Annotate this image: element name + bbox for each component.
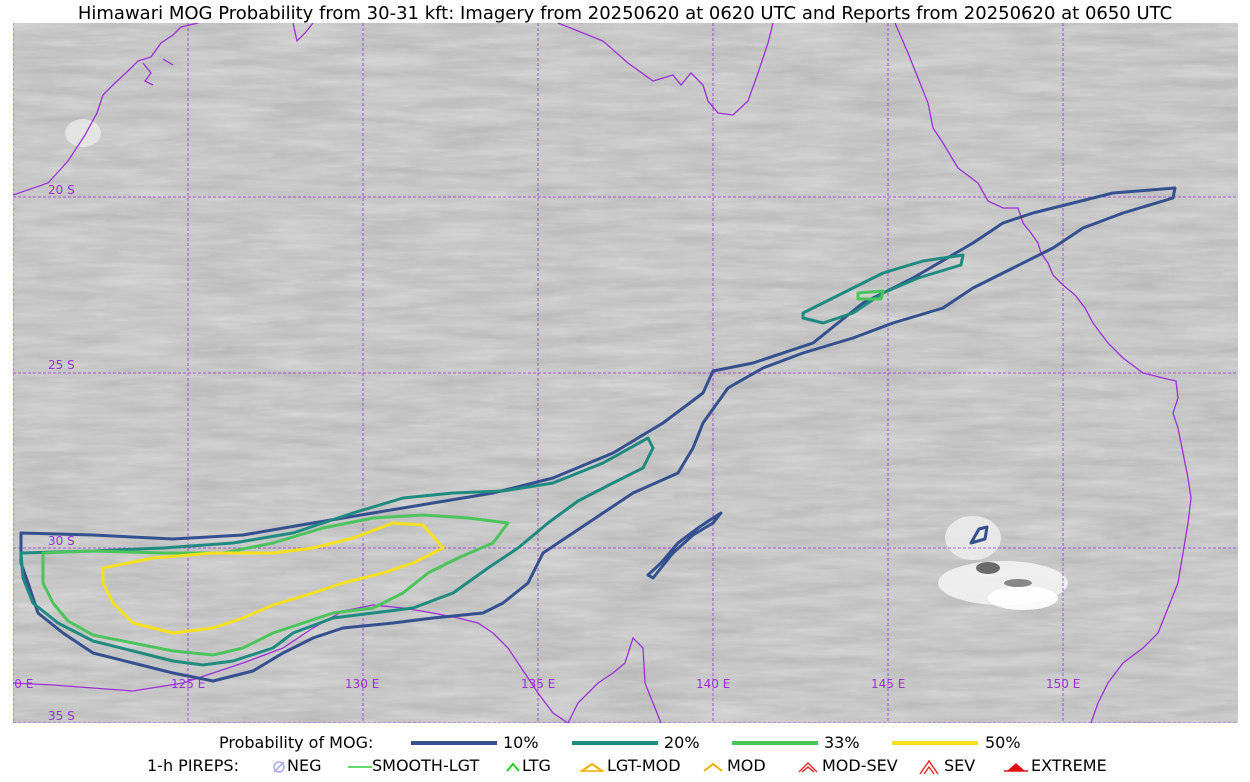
- coastline-kimberley-islands: [142, 58, 174, 86]
- pirep-label-extreme: EXTREME: [1031, 756, 1107, 775]
- probability-legend: Probability of MOG: 10% 20% 33% 50%: [0, 733, 1250, 755]
- swatch-20: [572, 741, 658, 745]
- pirep-label-sev: SEV: [944, 756, 976, 775]
- pirep-legend: 1-h PIREPS: NEG SMOOTH-LGT LTG LGT-MOD M…: [0, 756, 1250, 778]
- swatch-50: [892, 741, 978, 745]
- contour-33: [41, 513, 510, 657]
- coastline-top-end: [292, 23, 314, 43]
- lon-label-150e: 150 E: [1046, 677, 1080, 691]
- ltg-icon: [506, 762, 520, 772]
- coastline-south: [13, 604, 569, 723]
- contour-20: [19, 436, 655, 667]
- lon-label-140e: 140 E: [696, 677, 730, 691]
- pirep-legend-heading: 1-h PIREPS:: [147, 756, 239, 775]
- legend-level-50: 50%: [985, 733, 1021, 752]
- extreme-icon: [1004, 763, 1028, 772]
- pirep-label-lgt-mod: LGT-MOD: [607, 756, 681, 775]
- probability-legend-heading: Probability of MOG:: [219, 733, 374, 752]
- lon-label-125e: 125 E: [171, 677, 205, 691]
- coastlines: [13, 23, 1192, 723]
- contour-10-island: [969, 525, 989, 545]
- bright-cloud-cluster: [65, 119, 1068, 610]
- mod-sev-icon: [798, 761, 818, 773]
- lon-label-135e: 135 E: [521, 677, 555, 691]
- coastline-northwest: [13, 23, 199, 196]
- contour-10-main: [19, 186, 1177, 683]
- contour-10-fragment: [646, 511, 723, 580]
- lat-label-25s: 25 S: [48, 358, 75, 372]
- graticule-labels: 20 S 25 S 30 S 35 S 120 E 125 E 130 E 13…: [13, 183, 1080, 723]
- mod-icon: [703, 762, 723, 772]
- pirep-label-mod: MOD: [727, 756, 766, 775]
- pirep-label-smooth-lgt: SMOOTH-LGT: [372, 756, 480, 775]
- coastline-spencer-gulf: [567, 636, 662, 723]
- neg-icon: [273, 761, 285, 773]
- swatch-33: [732, 741, 818, 745]
- pirep-label-ltg: LTG: [522, 756, 551, 775]
- contour-33-east: [856, 289, 885, 301]
- lat-label-35s: 35 S: [48, 709, 75, 723]
- mog-contours: [19, 186, 1177, 683]
- lon-label-145e: 145 E: [871, 677, 905, 691]
- map-canvas: 20 S 25 S 30 S 35 S 120 E 125 E 130 E 13…: [13, 23, 1238, 723]
- page-title: Himawari MOG Probability from 30-31 kft:…: [77, 3, 1173, 24]
- legend-level-33: 33%: [824, 733, 860, 752]
- smooth-lgt-icon: [348, 766, 372, 768]
- legend-level-20: 20%: [664, 733, 700, 752]
- coastline-east: [894, 23, 1192, 723]
- coastline-gulf: [557, 23, 774, 116]
- lon-label-130e: 130 E: [345, 677, 379, 691]
- lon-label-120e: 120 E: [13, 677, 33, 691]
- lat-label-20s: 20 S: [48, 183, 75, 197]
- pirep-label-neg: NEG: [287, 756, 322, 775]
- lgt-mod-icon: [580, 762, 604, 772]
- pirep-label-mod-sev: MOD-SEV: [822, 756, 898, 775]
- contour-50: [101, 521, 445, 635]
- legend-level-10: 10%: [503, 733, 539, 752]
- lat-label-30s: 30 S: [48, 534, 75, 548]
- satellite-map: 20 S 25 S 30 S 35 S 120 E 125 E 130 E 13…: [13, 23, 1238, 723]
- graticule: [13, 23, 1238, 723]
- sev-icon: [919, 759, 939, 775]
- contour-20-east: [801, 253, 965, 325]
- swatch-10: [411, 741, 497, 745]
